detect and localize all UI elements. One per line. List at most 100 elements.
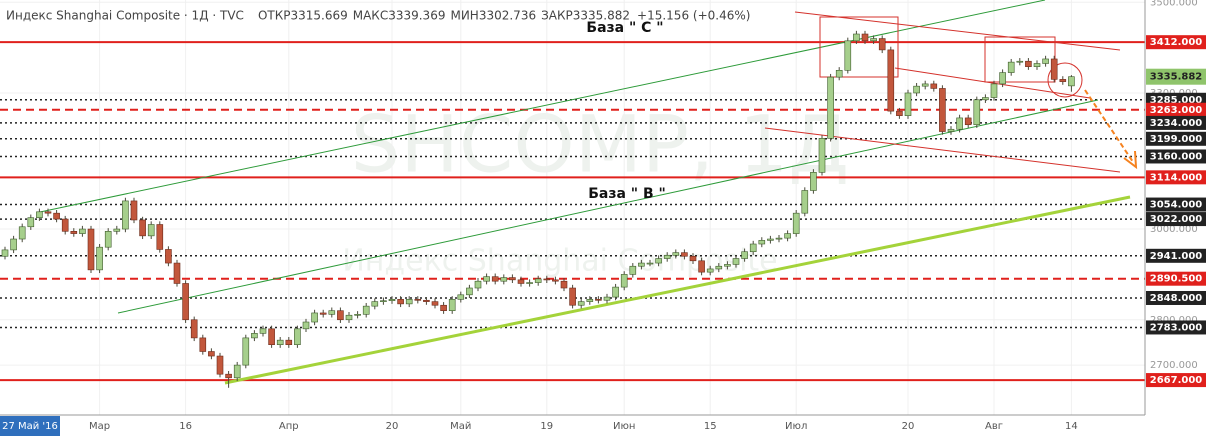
level-box xyxy=(1146,170,1206,185)
candle-body xyxy=(655,258,662,264)
watermark: SHCOMP, 1Д Индекс Shanghai Composite xyxy=(342,100,849,278)
candle-body xyxy=(913,85,920,94)
last-price: 3335.882 xyxy=(1150,72,1203,83)
candle-body xyxy=(259,328,267,334)
title: Индекс Shanghai Composite · 1Д · TVC xyxy=(6,9,244,23)
level-label: 3263.000 xyxy=(1150,105,1203,116)
level-label: 2783.000 xyxy=(1150,322,1203,333)
arrow xyxy=(1084,89,1134,163)
candle-body xyxy=(801,190,809,214)
candle-body xyxy=(414,299,422,301)
candle-body xyxy=(294,328,301,345)
x-tick-label: Мар xyxy=(89,421,110,432)
candle-body xyxy=(36,211,43,219)
last-price-box xyxy=(1146,68,1206,85)
candle-body xyxy=(543,278,551,281)
x-tick-label: 20 xyxy=(386,421,399,432)
candle-body xyxy=(784,233,791,239)
candle-body xyxy=(715,265,723,270)
candle-body xyxy=(104,231,112,248)
candle-body xyxy=(61,218,69,232)
candle-body xyxy=(87,228,95,271)
level-label: 3054.000 xyxy=(1150,200,1203,211)
candle-body xyxy=(758,240,766,245)
candle-body xyxy=(982,97,989,101)
level-box xyxy=(1146,197,1206,212)
candle-body xyxy=(698,260,705,273)
candle-body xyxy=(27,217,35,228)
candle-body xyxy=(190,319,198,339)
candle-body xyxy=(483,276,490,282)
candle-body xyxy=(431,301,439,306)
candle-body xyxy=(853,33,860,42)
level-box xyxy=(1146,290,1206,305)
level-label: 2890.500 xyxy=(1150,274,1203,285)
candle-body xyxy=(199,337,207,352)
candle-body xyxy=(577,301,585,306)
candle-body xyxy=(405,299,413,305)
ohlc-value: 3335.882 xyxy=(573,9,630,23)
candle-body xyxy=(999,72,1006,85)
candle-body xyxy=(964,117,972,126)
ohlc-value: 3339.369 xyxy=(388,9,445,23)
candle-body xyxy=(560,280,568,289)
candle-body xyxy=(792,212,800,234)
candle-body xyxy=(552,279,559,282)
level-box xyxy=(1146,212,1206,227)
candle-body xyxy=(242,337,250,366)
candle-body xyxy=(1059,79,1067,82)
candle-body xyxy=(595,299,602,301)
level-label: 3022.000 xyxy=(1150,214,1203,225)
candle-body xyxy=(208,351,215,357)
candle-body xyxy=(337,310,344,321)
candle-body xyxy=(921,83,929,87)
candle-body xyxy=(672,252,680,256)
x-tick-label: 15 xyxy=(704,421,717,432)
candle-body xyxy=(268,328,275,345)
candle-body xyxy=(586,299,594,302)
candle-body xyxy=(319,312,327,315)
candle-body xyxy=(1033,63,1041,67)
candles xyxy=(1,30,1075,388)
level-box xyxy=(1146,131,1206,146)
level-label: 3412.000 xyxy=(1150,37,1203,48)
candle-body xyxy=(526,282,533,284)
candle-body xyxy=(681,252,688,257)
watermark-name: Индекс Shanghai Composite xyxy=(342,244,777,279)
candle-body xyxy=(96,246,103,271)
level-box xyxy=(1146,271,1206,286)
candle-body xyxy=(835,70,843,78)
watermark-symbol: SHCOMP, 1Д xyxy=(351,100,850,190)
crosshair-box xyxy=(0,416,60,436)
level-label: 3199.000 xyxy=(1150,134,1203,145)
ohlc-label: ОТКР xyxy=(258,9,291,23)
candle-body xyxy=(930,83,938,89)
candle-body xyxy=(423,299,430,302)
candle-body xyxy=(844,40,852,71)
annotation: База " B " xyxy=(588,186,666,202)
candle-body xyxy=(345,314,353,321)
candle-body xyxy=(388,299,396,302)
candle-body xyxy=(939,88,946,132)
candle-body xyxy=(638,262,645,267)
channel-line xyxy=(794,11,1121,51)
candle-body xyxy=(827,76,834,139)
x-tick-label: Июн xyxy=(613,421,635,432)
candle-body xyxy=(1,249,9,257)
candle-body xyxy=(741,251,748,259)
candle-body xyxy=(474,280,482,289)
candle-body xyxy=(1016,60,1024,63)
x-tick-label: 14 xyxy=(1065,421,1078,432)
change: +15.156 (+0.46%) xyxy=(637,9,750,23)
candle-body xyxy=(1050,58,1058,80)
ohlc-label: ЗАКР xyxy=(541,9,573,23)
candle-body xyxy=(663,255,671,259)
candle-body xyxy=(612,286,619,298)
candle-body xyxy=(216,355,224,375)
candle-body xyxy=(10,238,17,251)
candle-body xyxy=(113,228,121,232)
candle-body xyxy=(956,117,963,130)
candle-body xyxy=(861,33,869,42)
candle-body xyxy=(818,138,826,173)
candle-body xyxy=(354,314,361,316)
